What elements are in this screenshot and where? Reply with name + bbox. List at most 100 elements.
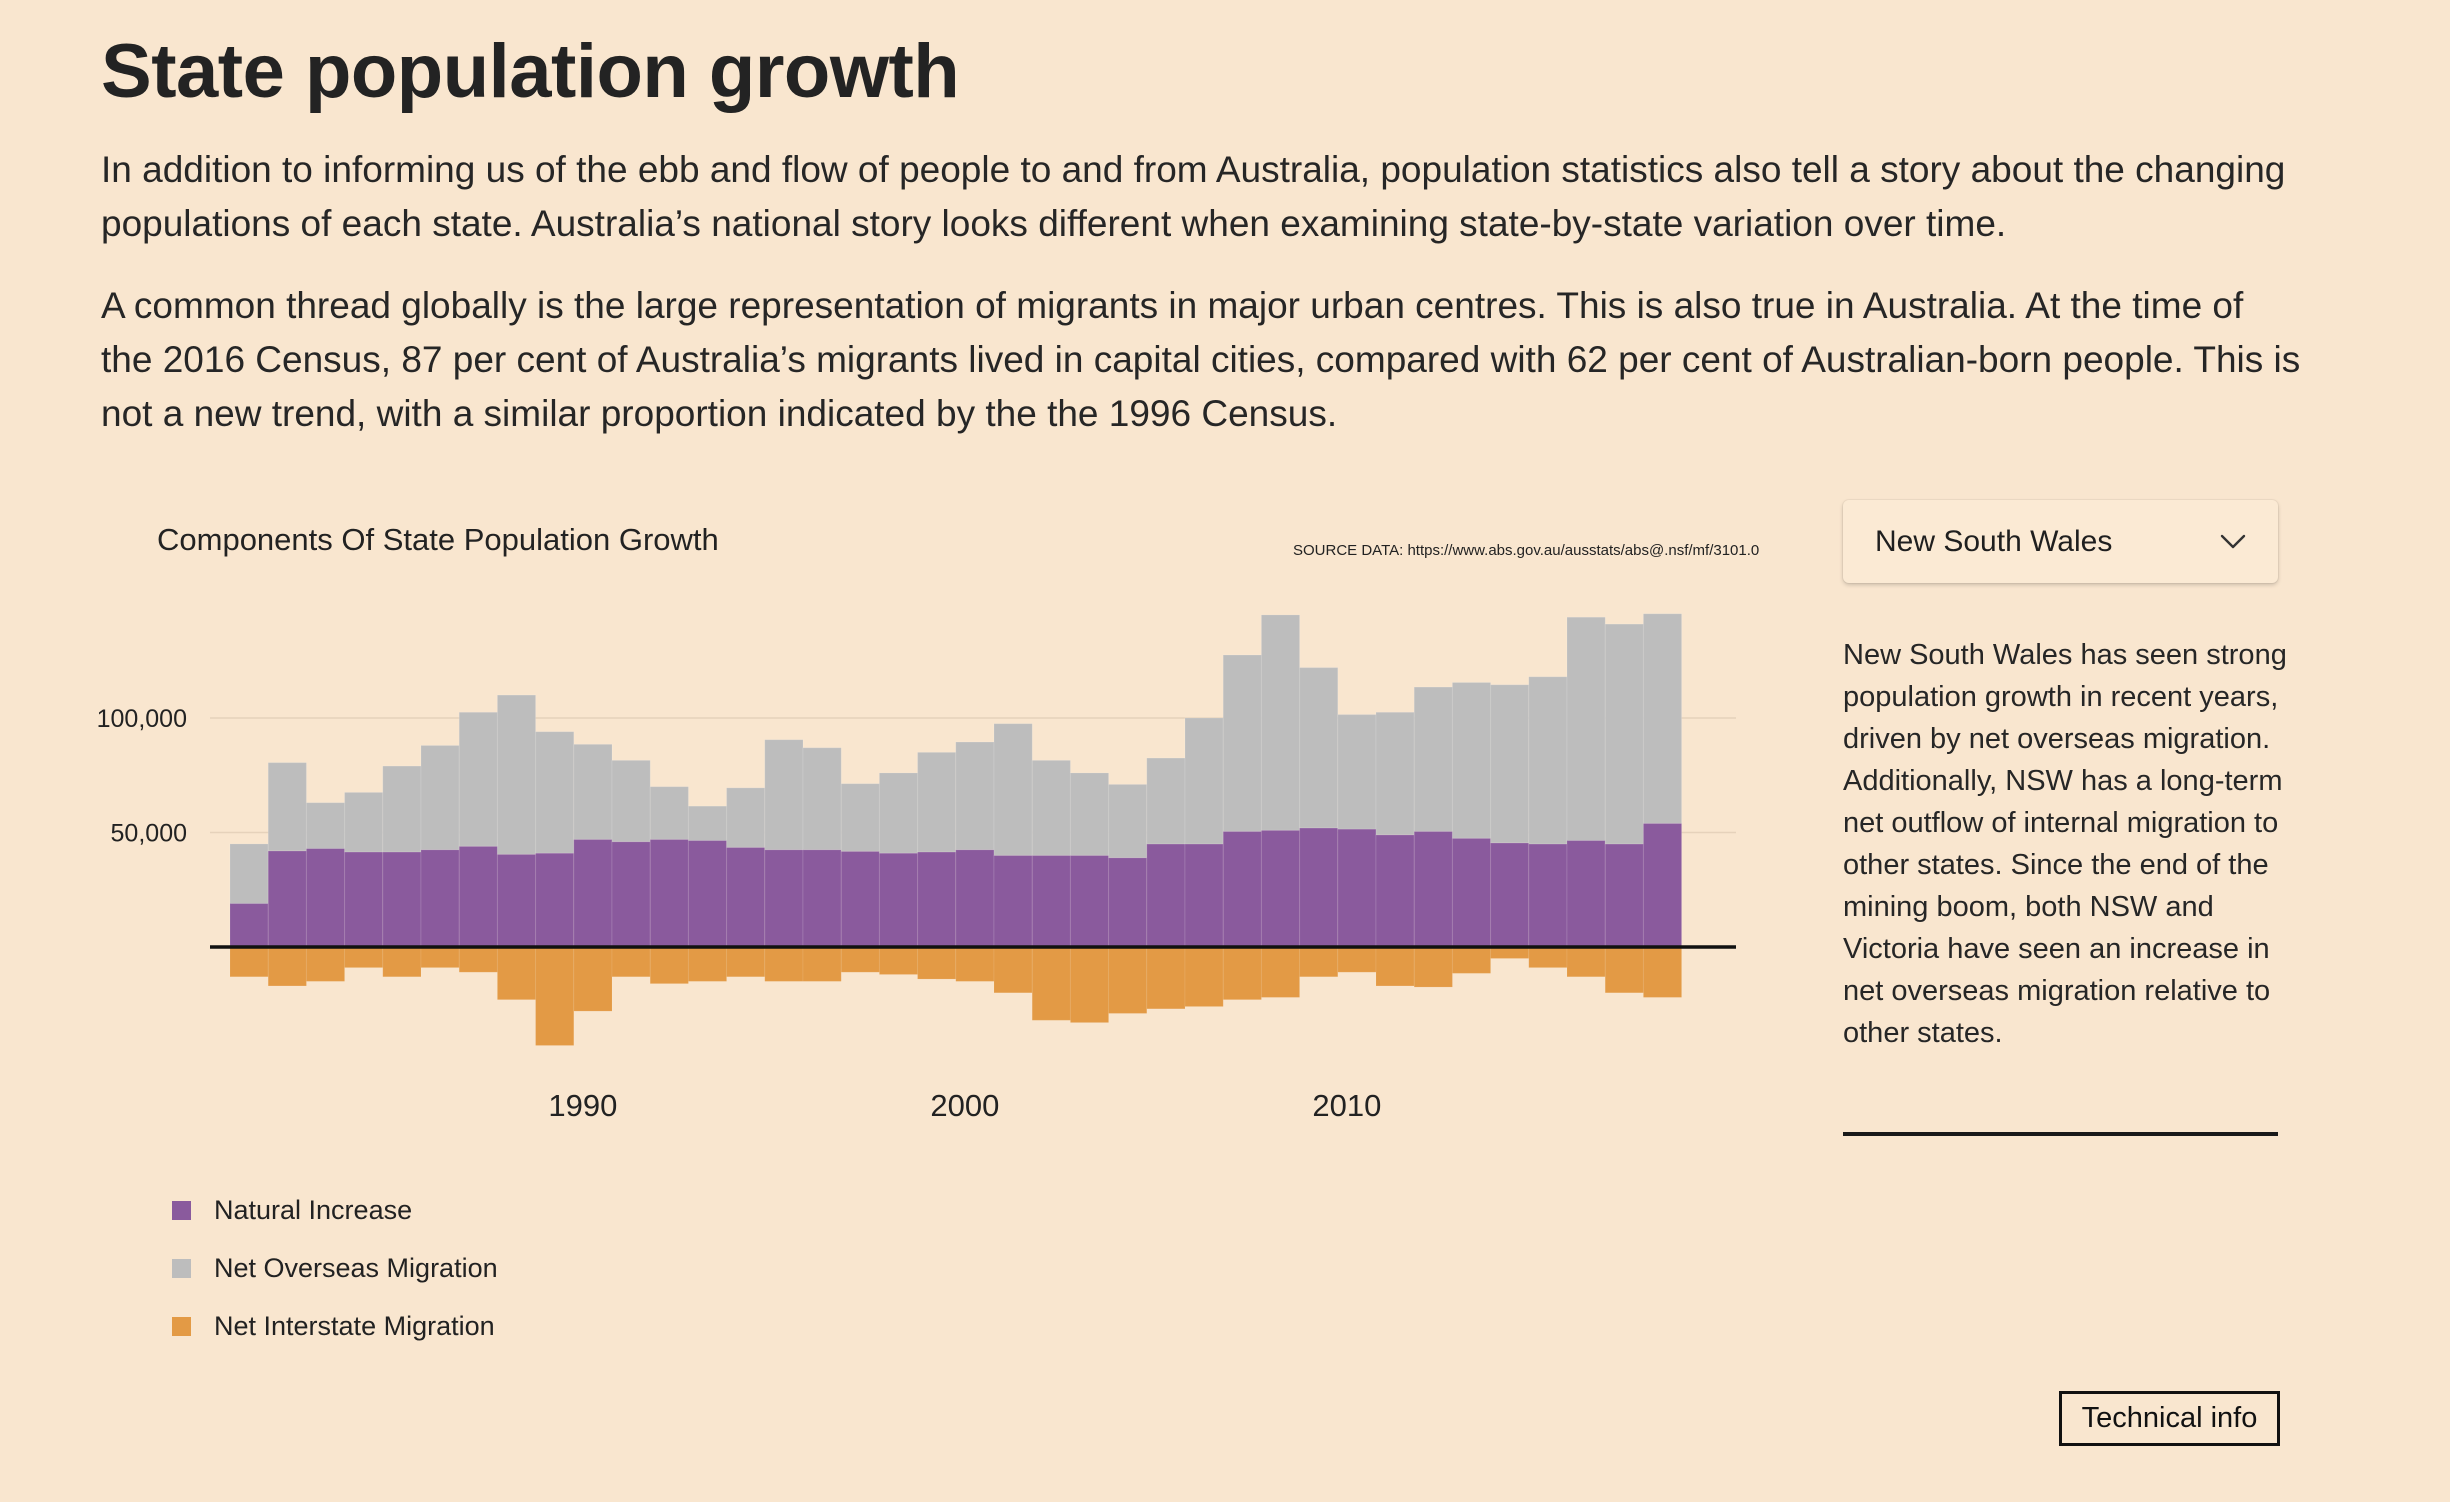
bar-net-overseas-migration (687, 805, 728, 842)
bar-net-overseas-migration (611, 759, 651, 843)
bar-net-interstate-migration (1451, 946, 1492, 974)
bar-natural-increase (917, 851, 957, 948)
bar-net-interstate-migration (1299, 946, 1339, 978)
bar-net-overseas-migration (267, 762, 307, 852)
bar-net-overseas-migration (764, 739, 804, 851)
state-description: New South Wales has seen strong populati… (1843, 639, 2287, 1049)
bar-net-interstate-migration (840, 946, 880, 973)
bar-net-interstate-migration (382, 946, 422, 978)
legend-label-natural-increase: Natural Increase (214, 1194, 413, 1225)
bar-net-interstate-migration (305, 946, 346, 982)
bar-natural-increase (687, 840, 728, 948)
bar-natural-increase (573, 838, 613, 948)
bar-natural-increase (1337, 828, 1377, 948)
bar-net-interstate-migration (802, 946, 842, 982)
bar-net-interstate-migration (764, 946, 804, 982)
bar-net-interstate-migration (649, 946, 689, 985)
bar-natural-increase (382, 851, 422, 948)
bar-natural-increase (229, 902, 269, 948)
bar-net-overseas-migration (1184, 717, 1224, 845)
bar-net-interstate-migration (458, 946, 498, 973)
bar-net-overseas-migration (840, 783, 880, 852)
bar-natural-increase (1451, 837, 1492, 948)
bar-natural-increase (955, 849, 995, 948)
bar-net-interstate-migration (344, 946, 384, 969)
bar-net-interstate-migration (1375, 946, 1415, 987)
bar-natural-increase (993, 854, 1033, 948)
bar-natural-increase (267, 850, 307, 948)
chart-title: Components Of State Population Growth (157, 522, 719, 557)
bar-net-overseas-migration (1604, 623, 1644, 845)
bar-net-interstate-migration (1413, 946, 1453, 988)
bar-natural-increase (1108, 857, 1148, 948)
legend-item-net-interstate-migration: Net Interstate Migration (172, 1297, 498, 1355)
bar-net-overseas-migration (229, 843, 269, 904)
legend-swatch-natural-increase (172, 1200, 191, 1220)
bar-natural-increase (726, 846, 766, 948)
bar-natural-increase (1604, 843, 1644, 948)
bar-natural-increase (1031, 854, 1071, 948)
bar-net-interstate-migration (1184, 946, 1224, 1008)
bar-natural-increase (305, 848, 346, 948)
bar-net-overseas-migration (993, 723, 1033, 856)
bar-net-interstate-migration (1566, 946, 1606, 978)
legend-swatch-net-interstate-migration (172, 1316, 191, 1336)
bar-net-interstate-migration (1528, 946, 1568, 969)
bar-net-overseas-migration (420, 744, 460, 851)
legend-item-natural-increase: Natural Increase (172, 1181, 498, 1239)
intro-paragraph-2: A common thread globally is the large re… (101, 285, 2301, 434)
bar-net-overseas-migration (1222, 654, 1262, 832)
bar-natural-increase (1299, 827, 1339, 948)
bar-net-overseas-migration (1069, 772, 1110, 856)
bar-net-overseas-migration (726, 787, 766, 848)
bar-natural-increase (420, 849, 460, 948)
bar-net-interstate-migration (1222, 946, 1262, 1001)
x-tick-label: 1990 (548, 1088, 617, 1123)
chart-labels: 50,000 100,000 1990 2000 2010 (97, 705, 1382, 1123)
bar-net-interstate-migration (955, 946, 995, 982)
chevron-down-icon (2220, 534, 2246, 550)
bar-natural-increase (1260, 829, 1301, 948)
sidebar-divider (1843, 1132, 2278, 1136)
technical-info-button[interactable]: Technical info (2059, 1391, 2280, 1446)
bar-natural-increase (1528, 843, 1568, 948)
bar-natural-increase (878, 852, 919, 948)
bar-net-overseas-migration (649, 786, 689, 840)
bar-net-interstate-migration (1146, 946, 1186, 1010)
bar-net-interstate-migration (573, 946, 613, 1012)
bar-net-interstate-migration (229, 946, 269, 978)
bar-natural-increase (649, 838, 689, 948)
bar-net-overseas-migration (382, 765, 422, 853)
bar-net-interstate-migration (1337, 946, 1377, 973)
bar-net-overseas-migration (878, 772, 919, 854)
bar-natural-increase (1642, 822, 1683, 948)
x-tick-label: 2010 (1312, 1088, 1381, 1123)
state-select-dropdown[interactable]: New South Wales (1843, 500, 2278, 583)
bar-net-interstate-migration (1642, 946, 1683, 998)
chart-legend: Natural Increase Net Overseas Migration … (172, 1181, 498, 1355)
bar-natural-increase (1069, 854, 1110, 948)
bar-net-interstate-migration (496, 946, 537, 1001)
bar-net-overseas-migration (917, 751, 957, 853)
bar-natural-increase (344, 851, 384, 948)
bar-net-overseas-migration (1375, 711, 1415, 836)
bar-natural-increase (802, 849, 842, 948)
bar-natural-increase (764, 849, 804, 948)
bar-net-overseas-migration (1528, 676, 1568, 845)
legend-label-net-overseas-migration: Net Overseas Migration (214, 1252, 498, 1283)
bar-net-overseas-migration (1413, 686, 1453, 832)
legend-swatch-net-overseas-migration (172, 1258, 191, 1278)
bar-natural-increase (1184, 843, 1224, 948)
bar-natural-increase (1222, 830, 1262, 948)
intro-paragraph-1: In addition to informing us of the ebb a… (101, 149, 2286, 244)
bar-natural-increase (1413, 830, 1453, 948)
bar-natural-increase (1146, 843, 1186, 948)
bar-net-interstate-migration (687, 946, 728, 982)
page-title: State population growth (101, 29, 960, 114)
bar-natural-increase (840, 850, 880, 948)
bar-net-interstate-migration (535, 946, 575, 1046)
bar-natural-increase (535, 852, 575, 948)
bar-net-overseas-migration (1490, 684, 1530, 844)
chart-source: SOURCE DATA: https://www.abs.gov.au/auss… (1293, 542, 1760, 559)
